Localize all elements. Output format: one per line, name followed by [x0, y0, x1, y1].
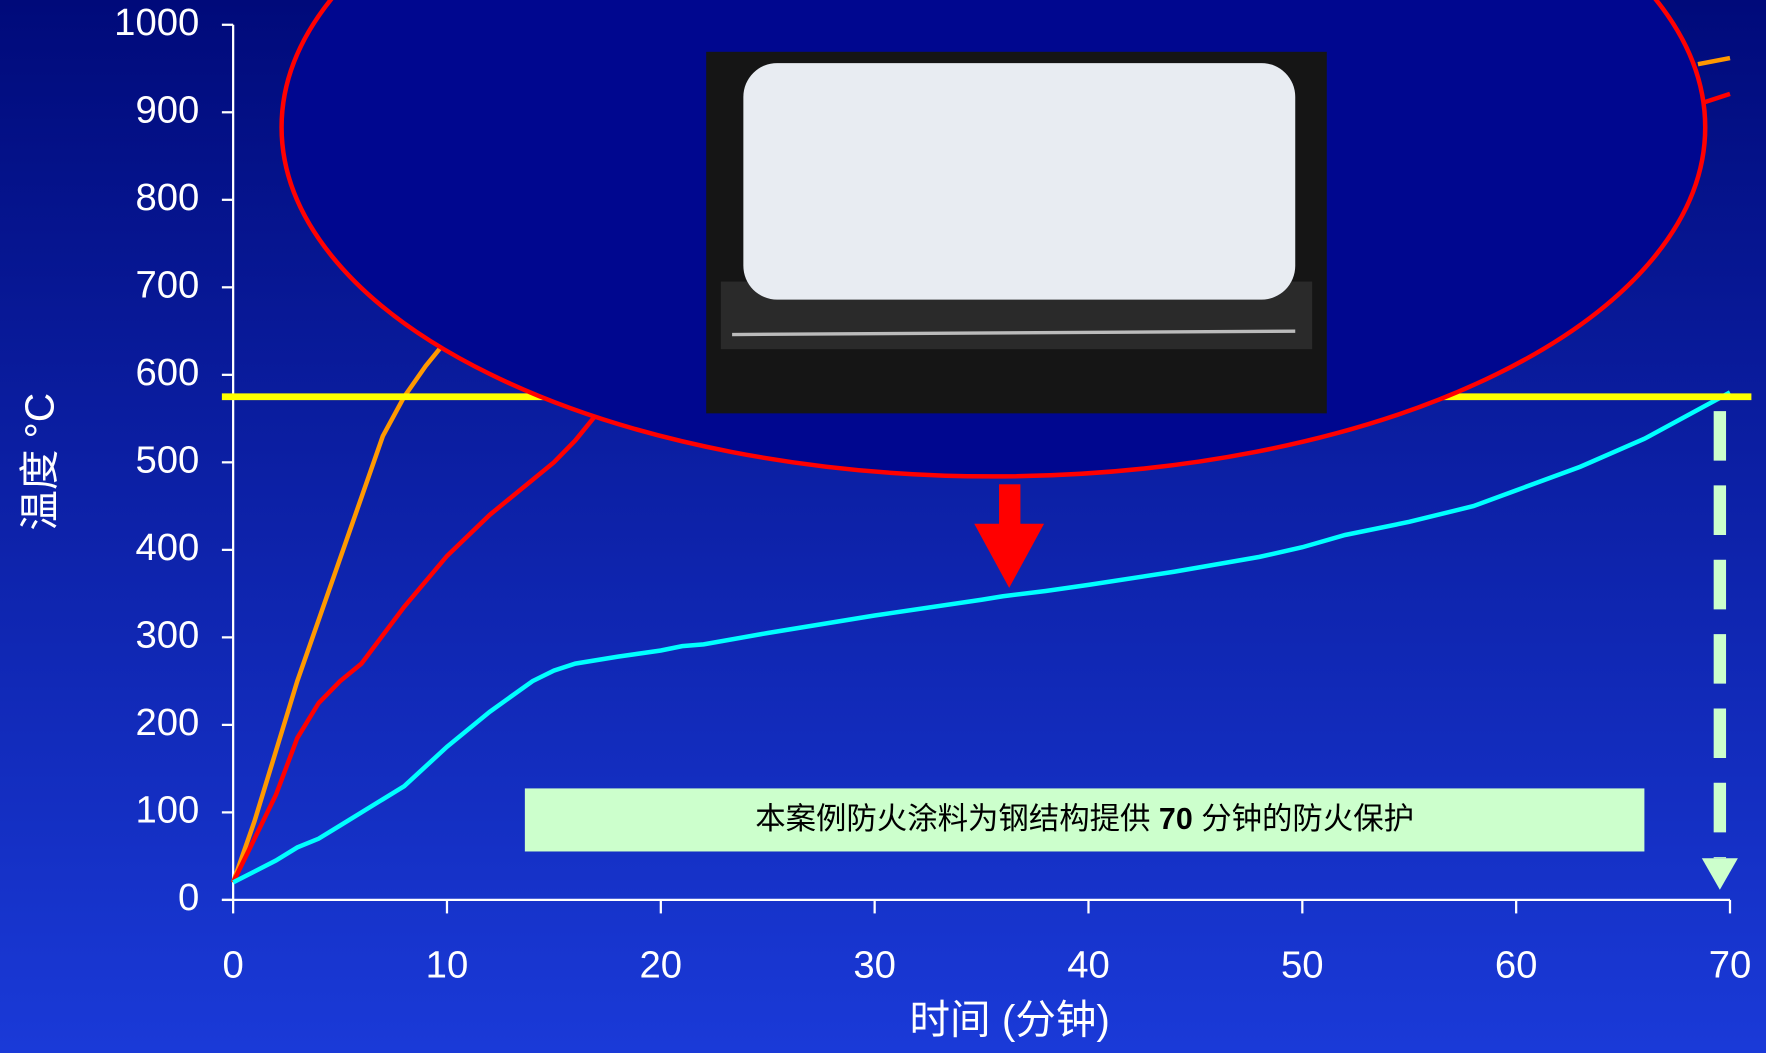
- y-tick-label: 400: [135, 526, 199, 569]
- y-tick-label: 200: [135, 701, 199, 744]
- annotation-part: 分钟的防火保护: [1193, 802, 1414, 836]
- annotation-part: 本案例防火涂料为钢结构提供: [755, 802, 1150, 836]
- y-tick-label: 800: [135, 176, 199, 219]
- x-tick-label: 50: [1281, 944, 1324, 987]
- chart: 0 100 200 300 400 500 600 700 800 900 1000 0 10 20 30 4…: [0, 0, 1766, 1053]
- y-tick-label: 900: [135, 88, 199, 131]
- x-axis-label: 时间 (分钟): [910, 996, 1110, 1042]
- arrow-shaft: [999, 484, 1020, 525]
- x-tick-label: 40: [1067, 944, 1110, 987]
- x-tick-label: 60: [1495, 944, 1538, 987]
- x-tick-label: 20: [640, 944, 683, 987]
- y-tick-label: 500: [135, 438, 199, 481]
- y-tick-label: 1000: [114, 1, 199, 44]
- y-axis-label: 温度 °C: [17, 393, 63, 531]
- x-tick-label: 0: [222, 944, 243, 987]
- x-tick-label: 10: [426, 944, 469, 987]
- x-tick-label: 70: [1709, 944, 1752, 987]
- y-tick-label: 0: [178, 876, 199, 919]
- annotation-part: 70: [1150, 802, 1192, 836]
- y-tick-label: 300: [135, 613, 199, 656]
- photo-block: [743, 63, 1295, 300]
- y-tick-label: 100: [135, 789, 199, 832]
- y-tick-label: 700: [135, 263, 199, 306]
- annotation: 本案例防火涂料为钢结构提供 70 分钟的防火保护: [755, 802, 1414, 836]
- x-tick-label: 30: [853, 944, 896, 987]
- y-tick-label: 600: [135, 351, 199, 394]
